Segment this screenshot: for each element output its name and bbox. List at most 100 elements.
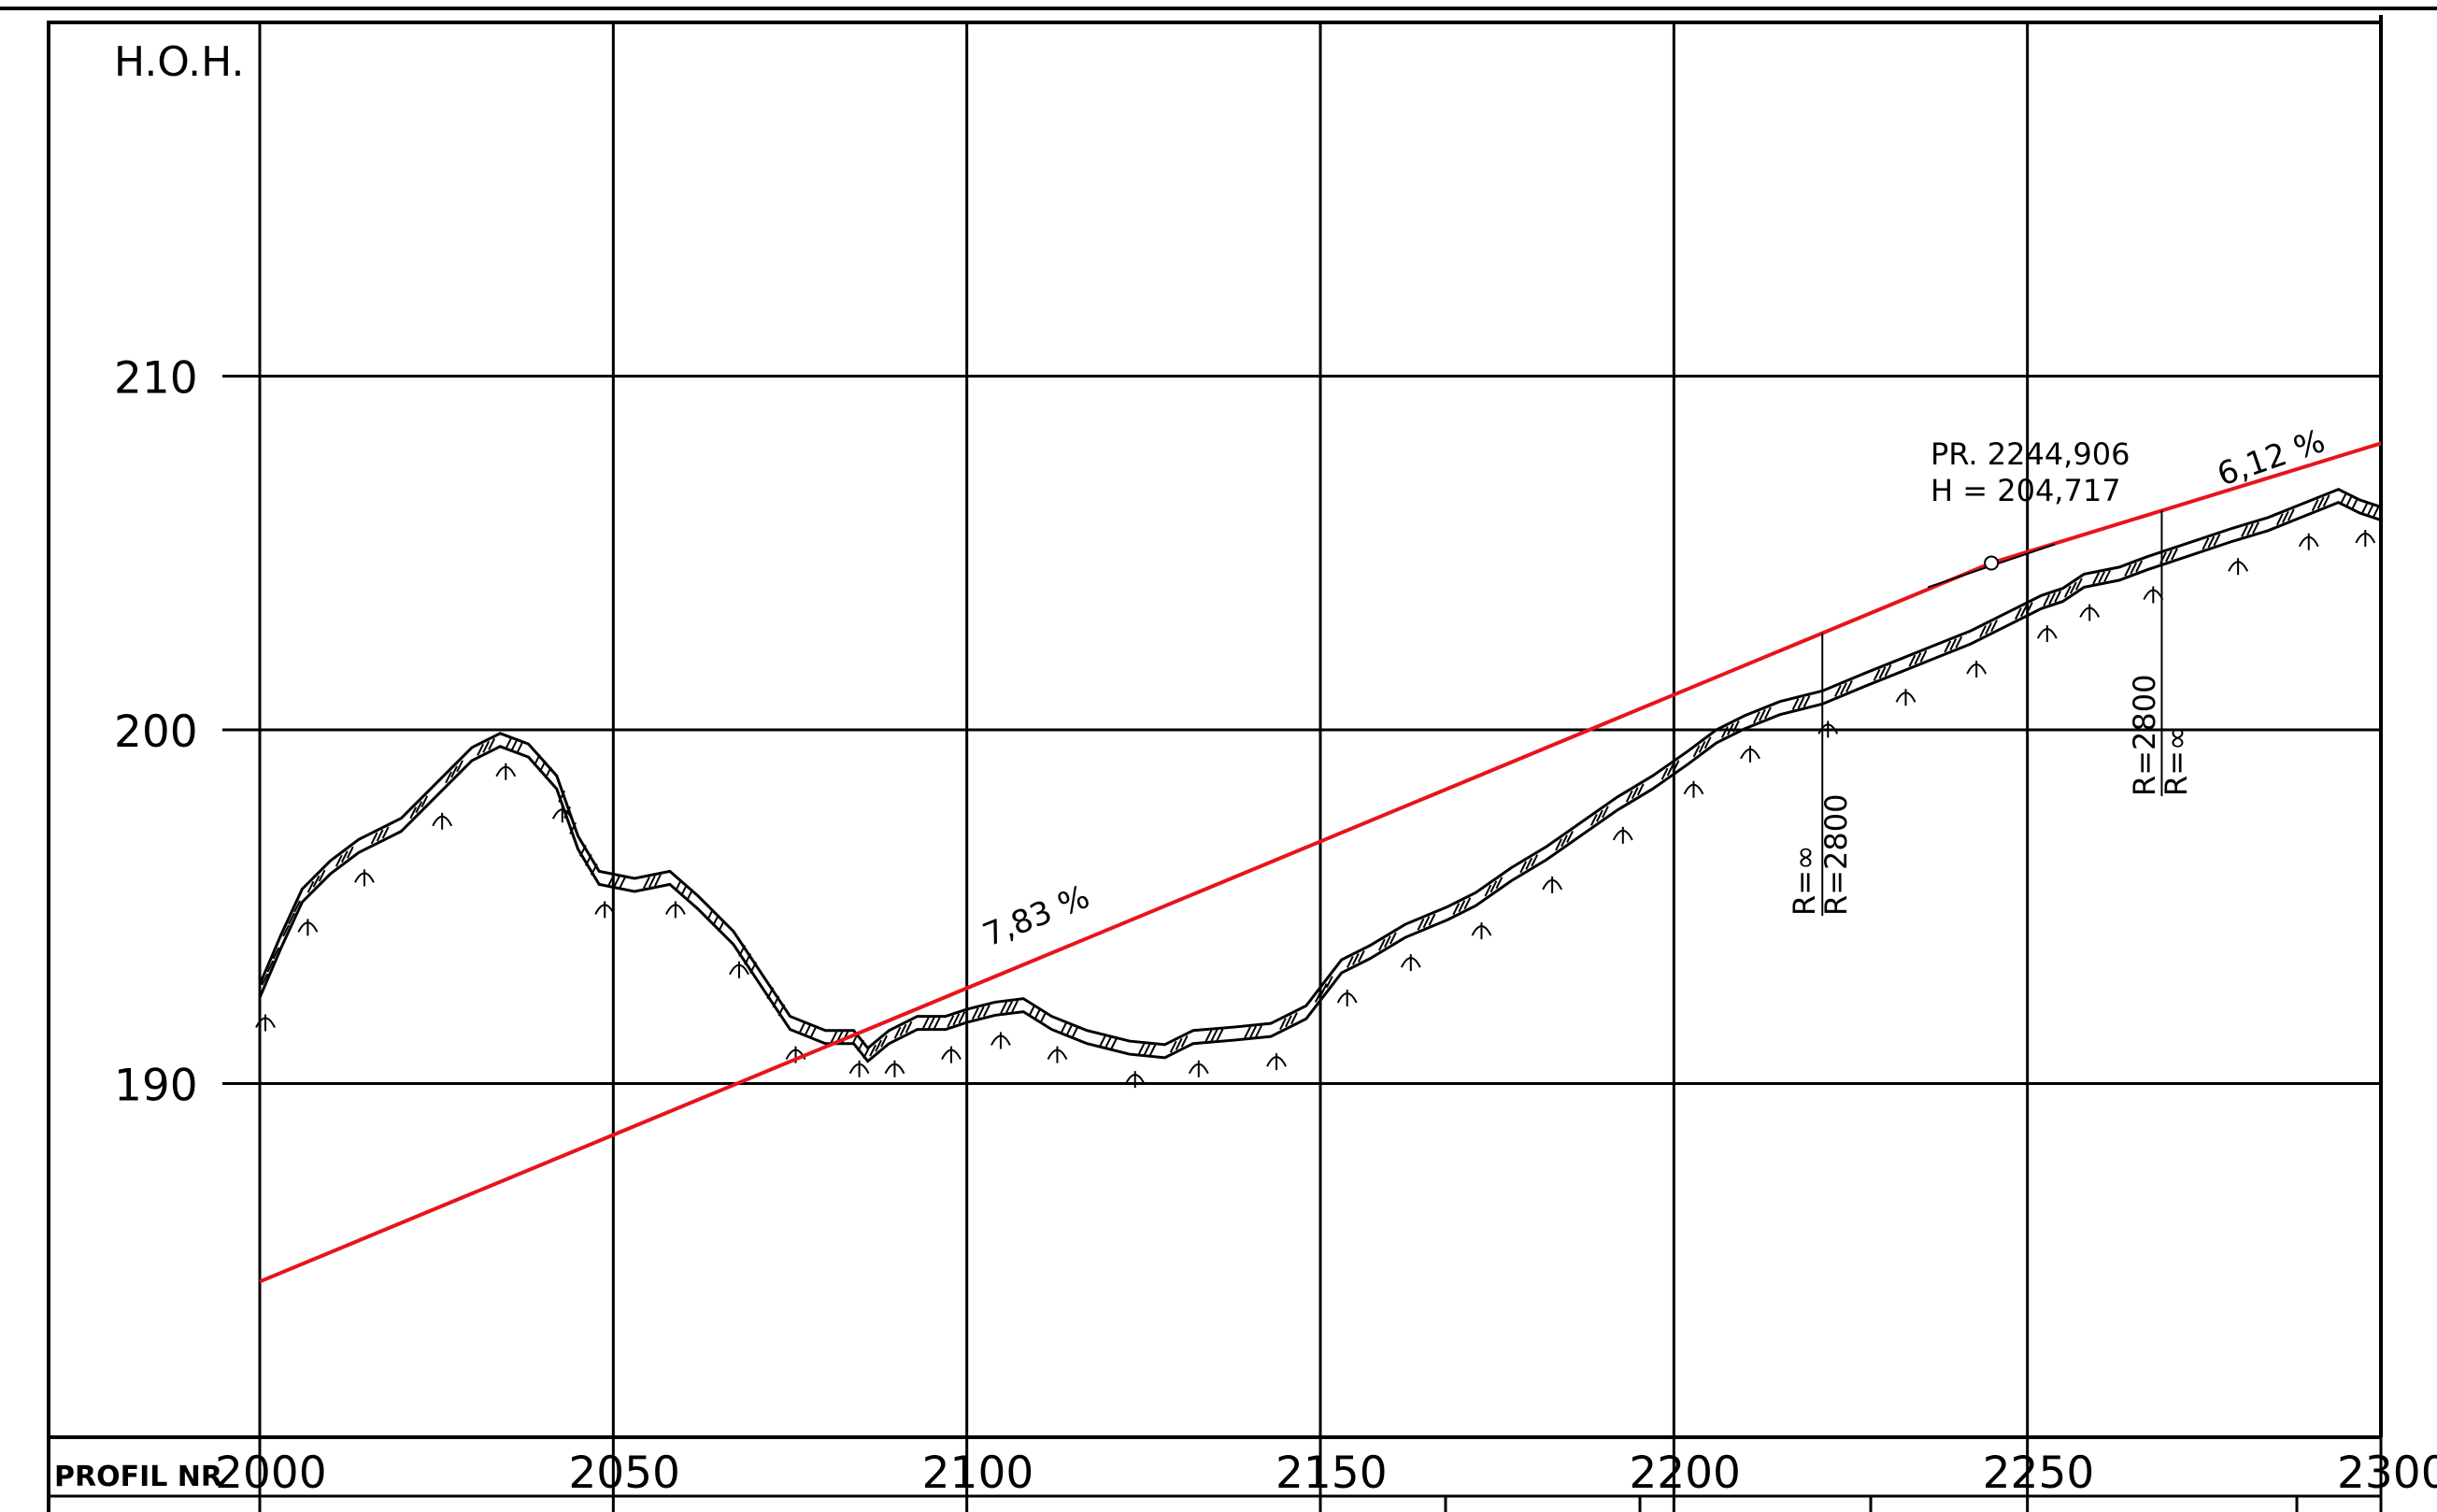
terrain-hatch [2048, 592, 2057, 605]
terrain-hatch [804, 1023, 812, 1036]
break-point-marker [1984, 555, 2000, 571]
vertical-curve-markers [1821, 510, 2163, 916]
terrain-hatch [516, 741, 524, 754]
terrain-slope-mark [990, 1032, 1011, 1049]
terrain-hatch [1949, 638, 1958, 651]
terrain-hatch [1834, 684, 1842, 697]
terrain-hatch [654, 874, 662, 887]
sheet-frame [0, 7, 2437, 1512]
terrain-hatch [1944, 640, 1952, 653]
terrain-hatch [1732, 720, 1740, 733]
terrain-hatch [1489, 880, 1498, 893]
terrain-hatch [875, 1039, 882, 1052]
terrain-slope-mark [255, 1014, 276, 1032]
terrain-hatch [1005, 1001, 1013, 1013]
terrain-hatch [1525, 857, 1533, 870]
terrain-hatch [1279, 1018, 1287, 1031]
terrain-hatch [976, 1006, 985, 1019]
terrain-hatch [1803, 695, 1811, 707]
terrain-hatch [880, 1034, 888, 1048]
terrain-slope-mark [495, 763, 517, 780]
terrain-hatch [643, 876, 650, 889]
x-axis-title: PROFIL NR [54, 1461, 222, 1493]
terrain-hatch [921, 1017, 930, 1030]
terrain-hatch [1071, 1026, 1079, 1039]
terrain-hatch [1625, 790, 1633, 803]
terrain-slope-mark [2079, 604, 2101, 621]
y-axis-title: H.O.H. [114, 38, 244, 86]
terrain-hatch [1028, 1004, 1036, 1017]
terrain-hatch [370, 832, 378, 845]
terrain-slope-mark [1817, 720, 1839, 738]
terrain-slope-mark [1400, 954, 1421, 972]
x-tick-label-2150: 2150 [1276, 1448, 1388, 1499]
terrain-hatch [2322, 494, 2330, 507]
y-tick-label-210: 210 [114, 353, 198, 405]
terrain-hatch [1519, 861, 1528, 874]
terrain-hatch [1290, 1012, 1298, 1025]
terrain-hatch [288, 912, 295, 925]
terrain-slope-mark [297, 919, 319, 936]
terrain-hatch [1137, 1042, 1146, 1055]
terrain-hatch [2063, 585, 2072, 598]
terrain-hatch [1698, 740, 1706, 753]
terrain-hatch [1840, 682, 1847, 695]
terrain-slope-mark [551, 806, 573, 823]
terrain-hatch [958, 1011, 966, 1024]
terrain-slope-mark [2036, 625, 2058, 643]
terrain-slope-mark [1188, 1060, 1209, 1077]
terrain-hatch [718, 920, 725, 933]
terrain-hatch [857, 1039, 865, 1052]
terrain-hatch [933, 1017, 941, 1030]
terrain-hatch [1555, 838, 1562, 851]
terrain-hatch [1846, 679, 1853, 692]
terrain-hatch [686, 889, 693, 902]
terrain-slope-mark [848, 1060, 870, 1077]
terrain-slope-mark [594, 901, 616, 919]
terrain-hatch [2074, 578, 2083, 591]
terrain-hatch [1589, 813, 1598, 826]
terrain-hatch [1561, 834, 1568, 848]
terrain-hatch [1985, 622, 1992, 635]
terrain-hatch [2311, 499, 2319, 512]
terrain-hatch [445, 771, 452, 784]
terrain-hatch [1631, 787, 1639, 800]
terrain-hatch [2246, 523, 2254, 536]
terrain-hatch [266, 960, 275, 973]
terrain-hatch [607, 874, 616, 887]
terrain-slope-mark [354, 869, 375, 887]
grade-line-group [259, 441, 2382, 1284]
terrain-hatch [420, 795, 429, 808]
terrain-hatch [952, 1013, 961, 1026]
terrain-slope-mark [2298, 533, 2319, 550]
terrain-hatch [1979, 625, 1987, 638]
terrain-hatch [2069, 581, 2077, 594]
terrain-hatch [1422, 916, 1431, 929]
terrain-hatch [409, 806, 418, 820]
terrain-slope-mark [1124, 1071, 1146, 1089]
terrain-hatch [1216, 1028, 1224, 1041]
terrain-hatch [505, 736, 513, 749]
terrain-hatch [510, 739, 519, 751]
terrain-hatch [1595, 809, 1603, 822]
terrain-hatch [1914, 652, 1922, 665]
terrain-hatch [613, 875, 621, 888]
terrain-hatch [376, 829, 384, 842]
terrain-slope-mark [1895, 689, 1917, 706]
terrain-hatch [1175, 1037, 1183, 1050]
terrain-hatch [2171, 548, 2178, 561]
terrain-hatch [1797, 696, 1805, 709]
terrain-hatch [2252, 521, 2259, 535]
terrain-hatch [2316, 496, 2325, 509]
terrain-hatch [2340, 492, 2347, 505]
grade-line-left [259, 561, 1992, 1284]
terrain-hatch [1389, 932, 1397, 945]
terrain-hatch [2054, 590, 2062, 603]
terrain-hatch [318, 869, 326, 882]
terrain-hatch [450, 765, 458, 778]
terrain-hatch [2351, 497, 2359, 510]
terrain-hatch [1753, 711, 1760, 724]
terrain-hatch [1143, 1043, 1151, 1056]
terrain-hatch [340, 850, 349, 863]
